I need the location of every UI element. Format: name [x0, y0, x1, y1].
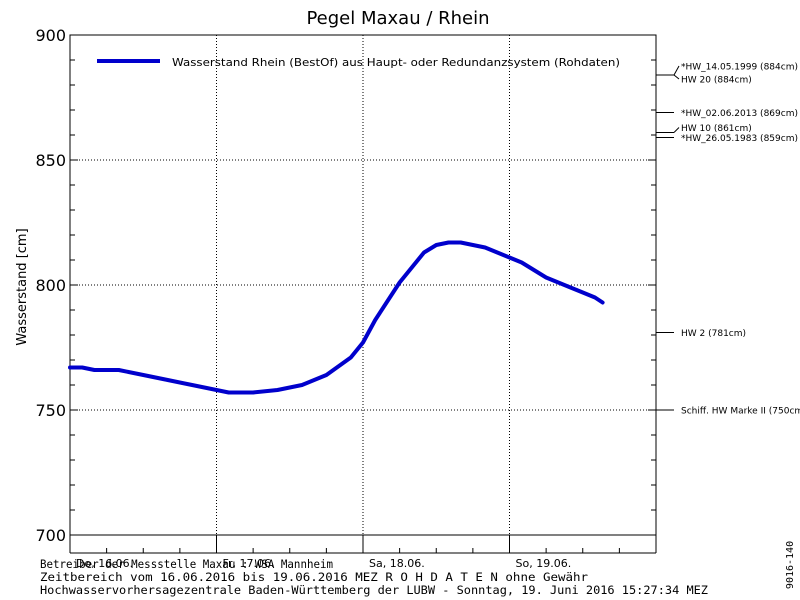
series-layer	[68, 240, 605, 395]
reference-label: *HW_14.05.1999 (884cm)	[681, 63, 798, 73]
x-tick-label: Fr, 17.06.	[223, 557, 275, 570]
axes: 700 750 800 850 900 Do, 16.06. Fr, 17.06. Sa, 1…	[35, 26, 657, 570]
legend: Wasserstand Rhein (BestOf) aus Haupt- od…	[97, 57, 620, 69]
reference-label: HW 2 (781cm)	[681, 329, 746, 339]
y-tick-label: 900	[35, 26, 66, 45]
reference-label: *HW_26.05.1983 (859cm)	[681, 134, 798, 144]
grid	[70, 35, 656, 553]
chart-title: Pegel Maxau / Rhein	[306, 8, 489, 29]
series-line-water-level	[68, 240, 605, 395]
x-tick-label: So, 19.06.	[516, 557, 572, 570]
footer-time-range: Zeitbereich vom 16.06.2016 bis 19.06.201…	[40, 570, 588, 584]
reference-label: HW 20 (884cm)	[681, 76, 752, 86]
y-tick-label: 800	[35, 276, 66, 295]
reference-leader	[673, 65, 680, 76]
y-tick-label: 750	[35, 401, 66, 420]
reference-levels: *HW_14.05.1999 (884cm) HW 20 (884cm) *HW_0…	[656, 63, 800, 417]
reference-leader	[673, 74, 680, 80]
reference-label: HW 10 (861cm)	[681, 124, 752, 134]
side-code: 9016-140	[785, 541, 796, 589]
y-tick-label: 850	[35, 151, 66, 170]
y-tick-label: 700	[35, 526, 66, 545]
footer-operator: Betreiber der Messstelle Maxau : WSA Man…	[40, 557, 333, 571]
reference-label: *HW_02.06.2013 (869cm)	[681, 109, 798, 119]
reference-leader	[673, 127, 680, 133]
y-axis-label: Wasserstand [cm]	[15, 228, 30, 345]
reference-label: Schiff. HW Marke II (750cm)	[681, 407, 800, 417]
x-tick-label: Do, 16.06.	[76, 557, 133, 570]
legend-label: Wasserstand Rhein (BestOf) aus Haupt- od…	[172, 57, 620, 69]
x-tick-label: Sa, 18.06.	[369, 557, 425, 570]
footer-source: Hochwasservorhersagezentrale Baden-Württ…	[40, 583, 708, 597]
